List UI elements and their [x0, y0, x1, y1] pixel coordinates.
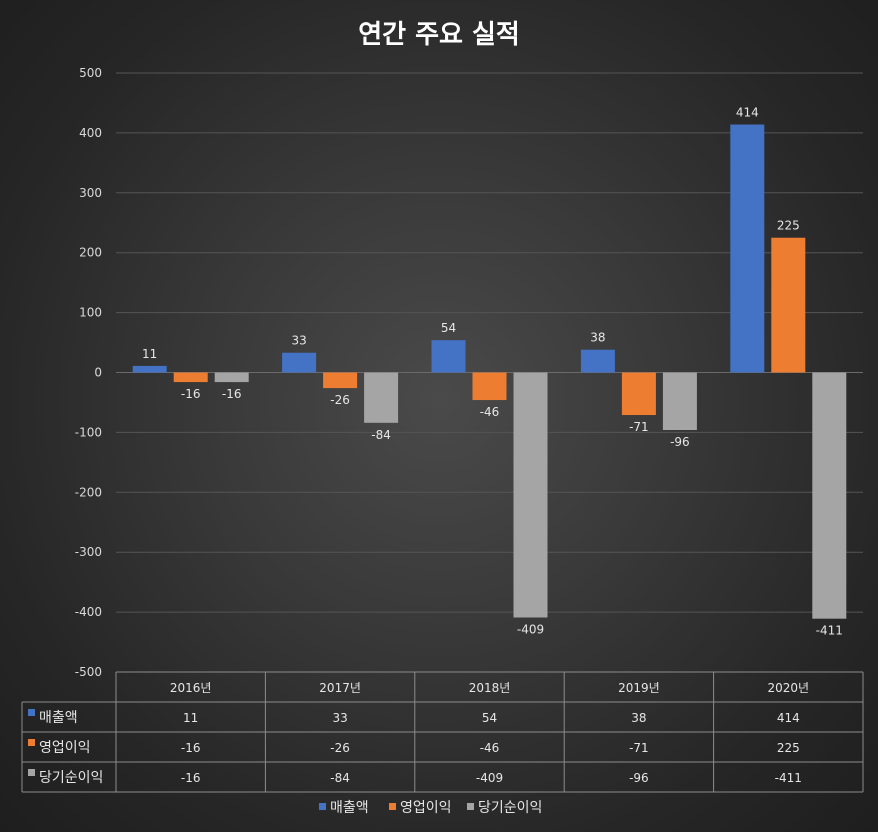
data-label: -409	[517, 622, 544, 636]
bar-영업이익	[621, 372, 656, 416]
bars	[132, 124, 847, 619]
table-cell: -16	[181, 771, 201, 785]
y-tick-label: 500	[79, 66, 102, 80]
table-cell: -16	[181, 741, 201, 755]
table-cell: -96	[629, 771, 649, 785]
y-tick-label: 100	[79, 306, 102, 320]
table-header-cell: 2020년	[768, 681, 810, 695]
legend-label: 영업이익	[400, 800, 452, 816]
data-label: -84	[371, 428, 391, 442]
bar-당기순이익	[513, 372, 548, 618]
y-tick-label: 400	[79, 126, 102, 140]
data-label: 414	[736, 106, 759, 120]
y-tick-label: -500	[75, 665, 102, 679]
chart-title: 연간 주요 실적	[358, 20, 520, 50]
data-label: -46	[480, 405, 500, 419]
bar-영업이익	[323, 372, 358, 389]
data-label: 54	[441, 321, 456, 335]
table-header-cell: 2018년	[469, 681, 511, 695]
y-tick-label: 300	[79, 186, 102, 200]
table-cell: 414	[777, 711, 800, 725]
y-axis-ticks: 500 400 300 200 100 0 -100 -200 -300 -400 -500	[75, 66, 102, 679]
y-tick-label: 200	[79, 246, 102, 260]
y-tick-label: -300	[75, 545, 102, 559]
bar-매출액	[580, 349, 615, 373]
bar-매출액	[730, 124, 765, 373]
y-tick-label: -200	[75, 485, 102, 499]
bar-매출액	[132, 365, 167, 373]
table-header-cell: 2017년	[319, 681, 361, 695]
legend-key	[319, 803, 326, 810]
table-cell: -46	[480, 741, 500, 755]
bar-당기순이익	[364, 372, 399, 423]
legend: 매출액 영업이익 당기순이익	[319, 800, 542, 816]
legend-key	[467, 803, 474, 810]
data-label: 225	[777, 219, 800, 233]
data-label: 33	[291, 334, 306, 348]
legend-label: 당기순이익	[478, 800, 542, 816]
table-header-cell: 2019년	[618, 681, 660, 695]
table-legend-key	[28, 709, 35, 716]
bar-영업이익	[472, 372, 507, 401]
bar-영업이익	[173, 372, 208, 383]
data-label: -71	[629, 420, 649, 434]
data-label: -26	[330, 393, 350, 407]
table-cell: 38	[631, 711, 646, 725]
y-tick-label: 0	[94, 366, 102, 380]
y-tick-label: -100	[75, 425, 102, 439]
table-cell: 11	[183, 711, 198, 725]
y-tick-label: -400	[75, 605, 102, 619]
table-legend-key	[28, 739, 35, 746]
table-cell: -84	[330, 771, 350, 785]
data-labels: 11 -16 -16 33 -26 -84 54 -46 -409 38 -71 -96 414 225 -…	[142, 106, 843, 638]
data-label: 11	[142, 347, 157, 361]
table-row-label: 매출액	[39, 710, 78, 726]
table-cell: -411	[775, 771, 802, 785]
table-cell: -71	[629, 741, 649, 755]
table-cell: -26	[330, 741, 350, 755]
table-header-cell: 2016년	[170, 681, 212, 695]
data-label: -16	[222, 387, 242, 401]
data-label: -16	[181, 387, 201, 401]
table-cell: 54	[482, 711, 497, 725]
bar-당기순이익	[214, 372, 249, 383]
data-label: -96	[670, 435, 690, 449]
bar-매출액	[431, 340, 466, 373]
bar-영업이익	[771, 237, 806, 373]
table-cell: 33	[332, 711, 347, 725]
legend-key	[389, 803, 396, 810]
table-legend-key	[28, 769, 35, 776]
table-row-label: 당기순이익	[39, 770, 103, 786]
table-cell: 225	[777, 741, 800, 755]
data-label: -411	[816, 624, 843, 638]
table-cell: -409	[476, 771, 503, 785]
bar-매출액	[282, 352, 317, 373]
bar-당기순이익	[812, 372, 847, 619]
table-row-label: 영업이익	[39, 740, 91, 756]
legend-label: 매출액	[330, 800, 369, 816]
bar-당기순이익	[662, 372, 697, 431]
data-label: 38	[590, 331, 605, 345]
